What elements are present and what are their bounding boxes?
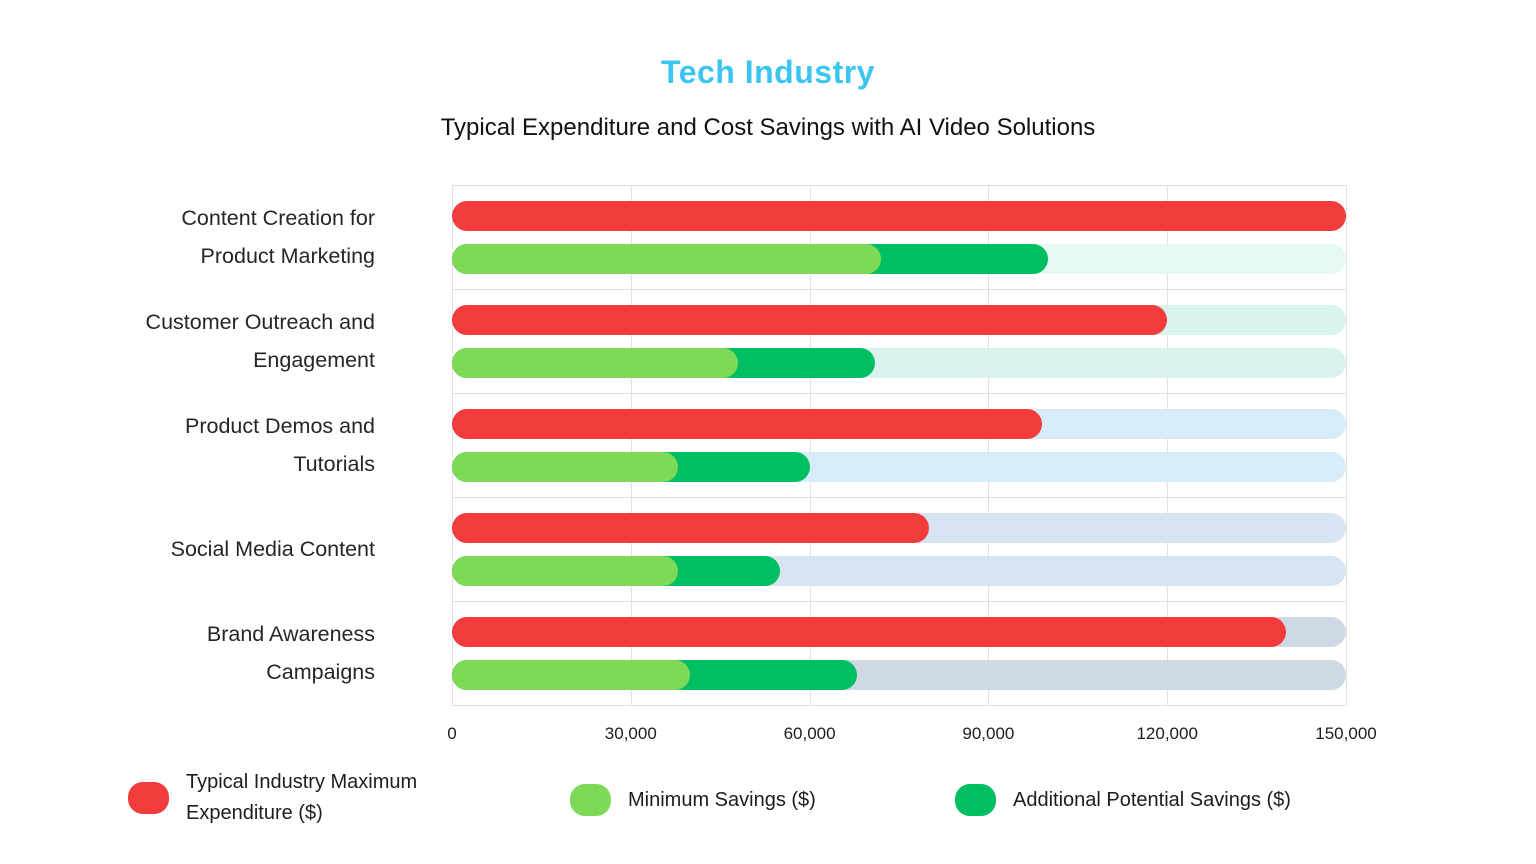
legend-label-line: Typical Industry Maximum [186, 771, 418, 793]
category-label-line: Product Marketing [200, 244, 375, 268]
x-axis-tick-label: 90,000 [962, 724, 1015, 743]
legend-item-additional-savings: Additional Potential Savings ($) [955, 784, 1291, 816]
category-label: Content Creation for Product Marketing [30, 185, 375, 289]
bar-expenditure [452, 513, 929, 543]
expenditure-track [452, 409, 1346, 439]
category-label: Social Media Content [30, 497, 375, 601]
category-label-line: Content Creation for [181, 206, 375, 230]
expenditure-track [452, 201, 1346, 231]
expenditure-track [452, 617, 1346, 647]
bar-expenditure [452, 617, 1287, 647]
bar-min-savings [452, 452, 679, 482]
bar-expenditure [452, 201, 1346, 231]
category-label-line: Campaigns [266, 660, 375, 684]
legend-swatch-expenditure [128, 782, 169, 814]
chart-subtitle: Typical Expenditure and Cost Savings wit… [440, 114, 1096, 141]
plot-area [452, 185, 1347, 706]
savings-track [452, 244, 1346, 274]
gridline [452, 185, 453, 705]
category-group [452, 393, 1346, 498]
bar-min-savings [452, 348, 739, 378]
gridline [1346, 185, 1347, 705]
legend-item-min-savings: Minimum Savings ($) [570, 784, 816, 816]
legend-label-line: Additional Potential Savings ($) [1013, 788, 1291, 811]
category-label-line: Product Demos and [184, 414, 375, 438]
category-group [452, 289, 1346, 394]
category-group [452, 185, 1346, 290]
x-axis-tick-label: 60,000 [783, 724, 836, 743]
category-label-line: Engagement [253, 348, 375, 372]
legend-swatch-additional-savings [955, 784, 996, 816]
category-label-line: Brand Awareness [206, 622, 375, 646]
legend-swatch-min-savings [570, 784, 611, 816]
legend-label-additional-savings: Additional Potential Savings ($) [1013, 785, 1291, 816]
category-group [452, 601, 1346, 706]
category-label: Brand Awareness Campaigns [30, 601, 375, 705]
bar-min-savings [452, 244, 882, 274]
x-axis-tick-label: 150,000 [1315, 724, 1377, 743]
category-labels-column: Content Creation for Product Marketing Cus… [30, 185, 375, 705]
x-axis-tick-label: 120,000 [1136, 724, 1198, 743]
expenditure-track [452, 305, 1346, 335]
gridline [809, 185, 811, 705]
savings-track [452, 556, 1346, 586]
x-axis: 0 30,000 60,000 90,000 120,000 150,000 [447, 724, 1376, 748]
legend-label-line: Expenditure ($) [186, 802, 323, 824]
savings-track [452, 660, 1346, 690]
category-label-line: Social Media Content [170, 537, 375, 561]
chart-title: Tech Industry [661, 54, 875, 90]
legend-label-expenditure: Typical Industry Maximum Expenditure ($) [186, 767, 417, 829]
gridline [630, 185, 632, 705]
expenditure-track [452, 513, 1346, 543]
gridline [1167, 185, 1169, 705]
bar-min-savings [452, 660, 691, 690]
legend-label-min-savings: Minimum Savings ($) [628, 785, 816, 816]
category-label: Customer Outreach and Engagement [30, 289, 375, 393]
category-label-line: Tutorials [293, 452, 375, 476]
bar-min-savings [452, 556, 679, 586]
savings-track [452, 348, 1346, 378]
legend-label-line: Minimum Savings ($) [628, 788, 816, 811]
category-group [452, 497, 1346, 602]
x-axis-tick-label: 30,000 [604, 724, 657, 743]
bar-expenditure [452, 409, 1043, 439]
bar-expenditure [452, 305, 1168, 335]
x-axis-tick-label: 0 [447, 724, 457, 743]
category-label: Product Demos and Tutorials [30, 393, 375, 497]
category-label-line: Customer Outreach and [145, 310, 375, 334]
gridline [988, 185, 990, 705]
savings-track [452, 452, 1346, 482]
legend-item-expenditure: Typical Industry Maximum Expenditure ($) [128, 767, 417, 829]
